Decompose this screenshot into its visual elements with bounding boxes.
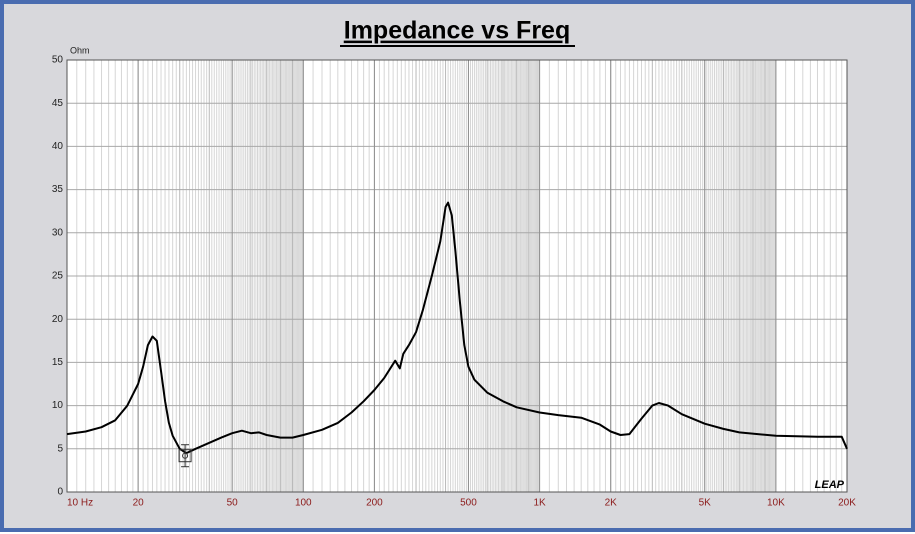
x-tick-label: 20K [838, 498, 856, 509]
y-tick-label: 30 [52, 227, 64, 238]
y-tick-label: 25 [52, 271, 64, 282]
y-tick-label: 35 [52, 184, 64, 195]
x-tick-label: 10K [767, 498, 785, 509]
cursor-marker [178, 444, 192, 468]
y-tick-label: 45 [52, 98, 64, 109]
watermark: LEAP [815, 479, 845, 491]
x-tick-label: 100 [295, 498, 312, 509]
cursor-part [182, 452, 189, 459]
y-tick-label: 40 [52, 141, 64, 152]
y-tick-label: 50 [52, 55, 64, 66]
x-tick-label: 20 [133, 498, 145, 509]
x-tick-label: 5K [699, 498, 712, 509]
x-tick-label: 500 [460, 498, 477, 509]
y-tick-label: 10 [52, 400, 64, 411]
chart-title: Impedance vs Freq [344, 17, 570, 45]
x-tick-label: 50 [227, 498, 239, 509]
y-tick-label: 20 [52, 314, 64, 325]
impedance-line [66, 201, 848, 455]
plot-border [66, 59, 848, 493]
y-tick-label: 0 [57, 487, 63, 498]
x-tick-label: 10 Hz [67, 498, 93, 509]
x-tick-label: 1K [533, 498, 546, 509]
y-tick-label: 15 [52, 357, 64, 368]
y-tick-label: 5 [57, 443, 63, 454]
x-tick-label: 200 [366, 498, 383, 509]
y-axis-label: Ohm [70, 45, 90, 55]
x-tick-label: 2K [605, 498, 618, 509]
